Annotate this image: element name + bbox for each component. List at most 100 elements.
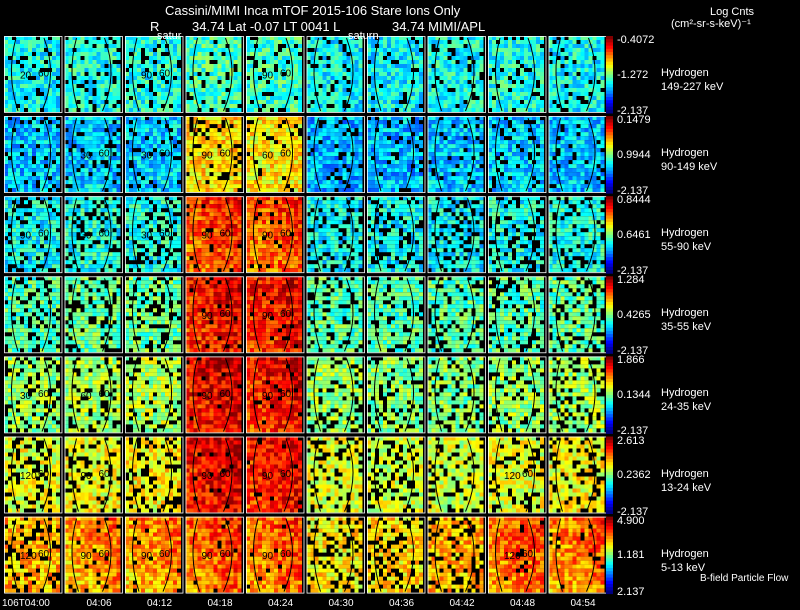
colorbar-mid-label: 0.2362 <box>617 469 651 482</box>
time-tick-label: 04:06 <box>87 597 112 610</box>
subtitle-position: 34.74 Lat -0.07 LT 0041 L <box>192 20 340 33</box>
heatmap-panel <box>307 437 366 514</box>
heatmap-panel <box>367 437 426 514</box>
heatmap-panel <box>125 437 184 514</box>
contour-label: 60 <box>220 309 232 320</box>
heatmap-panel <box>186 36 245 113</box>
colorbar-max-label: 1.284 <box>617 274 645 287</box>
footer-note: B-field Particle Flow <box>700 572 788 585</box>
heatmap-panel <box>488 356 547 433</box>
contour-label: 90 <box>141 71 153 82</box>
colorbar-mid-label: 0.1344 <box>617 389 651 402</box>
contour-label: 30 <box>141 151 153 162</box>
contour-label: 60 <box>159 149 171 160</box>
heatmap-panel <box>367 116 426 193</box>
contour-label: 90 <box>262 471 274 482</box>
heatmap-panel <box>428 276 487 353</box>
contour-label: 60 <box>159 69 171 80</box>
contour-label: 90 <box>20 231 32 242</box>
contour-label: 60 <box>280 389 292 400</box>
heatmap-panel: 30 60 <box>125 116 184 193</box>
contour-label: 90 <box>262 71 274 82</box>
contour-label: 60 <box>220 229 232 240</box>
species-label: Hydrogen <box>661 147 709 160</box>
heatmap-panel <box>428 437 487 514</box>
contour-label: 60 <box>99 389 111 400</box>
contour-label: 90 <box>262 231 274 242</box>
contour-label: 30 <box>20 391 32 402</box>
contour-label: 30 <box>141 231 153 242</box>
species-label: Hydrogen <box>661 387 709 400</box>
units-label: (cm²-sr-s-keV)⁻¹ <box>671 18 751 31</box>
contour-label: 60 <box>99 149 111 160</box>
contour-label: 60 <box>81 391 93 402</box>
colorbar-mid-label: 0.9944 <box>617 149 651 162</box>
contour-label: 90 <box>262 551 274 562</box>
contour-label: 90 <box>81 471 93 482</box>
heatmap-panel <box>367 36 426 113</box>
contour-label: 90 <box>202 551 214 562</box>
energy-range-label: 149-227 keV <box>661 81 723 94</box>
time-tick-label: 04:18 <box>208 597 233 610</box>
heatmap-panel <box>307 196 366 273</box>
energy-range-label: 13-24 keV <box>661 482 711 495</box>
heatmap-panel <box>428 36 487 113</box>
species-label: Hydrogen <box>661 227 709 240</box>
contour-label: 60 <box>280 309 292 320</box>
contour-label: 60 <box>280 149 292 160</box>
heatmap-panel: 30 60 <box>125 196 184 273</box>
contour-label: 120 <box>504 471 521 482</box>
time-tick-label: 04:30 <box>329 597 354 610</box>
heatmap-panel <box>488 196 547 273</box>
heatmap-panel <box>367 517 426 594</box>
heatmap-panel <box>488 276 547 353</box>
heatmap-panel: 90 60 <box>125 36 184 113</box>
heatmap-panel <box>65 36 124 113</box>
colorbar <box>606 276 613 354</box>
contour-label: 60 <box>220 149 232 160</box>
heatmap-panel <box>488 116 547 193</box>
contour-label: 60 <box>280 549 292 560</box>
colorbar <box>606 517 613 595</box>
energy-range-label: 35-55 keV <box>661 321 711 334</box>
contour-label: 60 <box>159 229 171 240</box>
energy-range-label: 5-13 keV <box>661 562 705 575</box>
colorbar <box>606 36 613 114</box>
heatmap-panel <box>65 276 124 353</box>
heatmap-panel <box>4 116 63 193</box>
contour-label: 60 <box>262 151 274 162</box>
heatmap-panel <box>549 116 608 193</box>
heatmap-panel <box>549 437 608 514</box>
subtitle-distance: 34.74 MIMI/APL <box>392 20 485 33</box>
colorbar-max-label: 2.613 <box>617 435 645 448</box>
contour-label: 90 <box>141 551 153 562</box>
contour-label: 60 <box>220 549 232 560</box>
heatmap-panel <box>307 276 366 353</box>
contour-label: 60 <box>38 389 50 400</box>
colorbar-mid-label: 0.4265 <box>617 309 651 322</box>
energy-range-label: 90-149 keV <box>661 161 717 174</box>
heatmap-panel <box>125 356 184 433</box>
heatmap-panel <box>367 196 426 273</box>
colorbar-max-label: 4.900 <box>617 515 645 528</box>
contour-label: 90 <box>202 231 214 242</box>
